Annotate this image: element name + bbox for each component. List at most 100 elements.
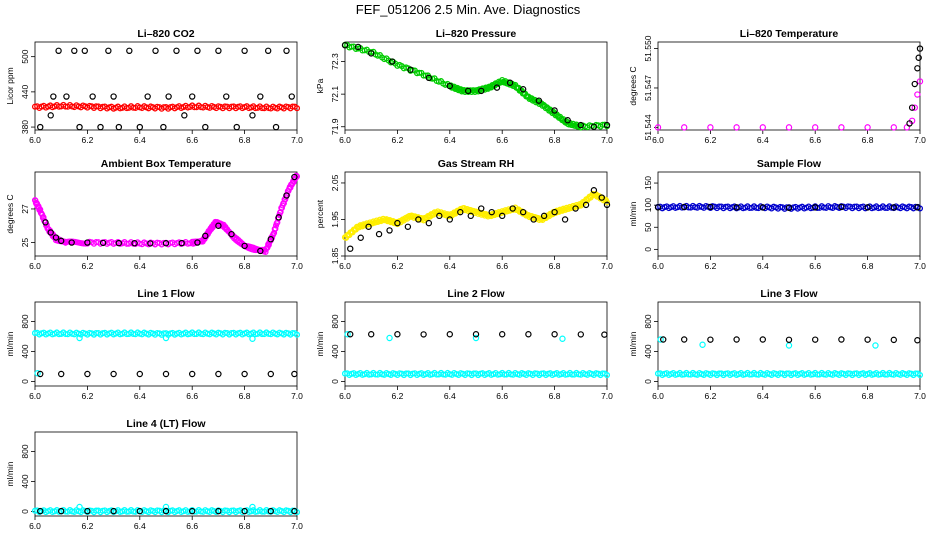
x-tick-label: 6.8 [549, 391, 561, 401]
data-point [916, 371, 924, 379]
data-point [291, 370, 298, 378]
y-tick-label: 72.1 [330, 86, 340, 103]
x-tick-label: 6.2 [391, 391, 403, 401]
plot-frame [657, 301, 921, 387]
data-point [551, 208, 558, 216]
data-point [890, 124, 898, 131]
series-line1-2 [37, 370, 298, 378]
data-point [63, 93, 70, 100]
data-point [71, 47, 78, 55]
data-point [272, 225, 279, 232]
x-tick-label: 6.4 [757, 391, 769, 401]
data-point [707, 203, 714, 211]
data-point [215, 507, 222, 515]
data-point [188, 370, 196, 378]
x-tick-label: 7.0 [291, 391, 303, 401]
data-point [291, 507, 298, 515]
panel-title: Gas Stream RH [438, 158, 514, 170]
x-tick-label: 6.4 [444, 135, 456, 145]
data-point [812, 124, 819, 131]
panel-ambient: Ambient Box Temperature 6.0 6.2 6.4 6.6 6.8 7.… [5, 158, 303, 271]
data-point [464, 87, 472, 95]
data-point [275, 214, 282, 221]
data-point [564, 117, 571, 124]
y-axis-label: ml/min [628, 331, 638, 356]
y-axis-label: degrees C [5, 194, 15, 233]
data-point [347, 245, 354, 252]
data-point [58, 507, 65, 515]
data-point [416, 69, 423, 76]
x-tick-label: 6.6 [186, 261, 198, 271]
y-tick-label: 2.05 [330, 174, 340, 191]
data-point [733, 336, 740, 343]
data-point [136, 370, 143, 378]
y-tick-label: 0 [330, 379, 340, 384]
data-point [181, 112, 188, 119]
data-point [215, 370, 222, 378]
y-tick-label: 400 [20, 344, 30, 358]
y-tick-label: 800 [20, 314, 30, 328]
y-tick-label: 1.95 [330, 211, 340, 228]
data-point [131, 240, 138, 247]
x-tick-label: 6.2 [704, 261, 716, 271]
data-point [105, 47, 112, 55]
panel-title: Line 4 (LT) Flow [126, 418, 206, 430]
plot-frame [344, 171, 608, 257]
data-point [162, 507, 170, 515]
y-axis-label: Licor ppm [5, 67, 15, 104]
data-point [657, 336, 664, 343]
data-point [472, 334, 480, 342]
y-tick-label: 800 [643, 314, 653, 328]
data-point [916, 45, 924, 52]
panel-title: Line 2 Flow [447, 288, 505, 300]
data-point [386, 334, 393, 342]
x-tick-label: 6.2 [704, 135, 716, 145]
series-line2-0 [341, 369, 611, 379]
data-point [540, 212, 548, 220]
plot-frame [34, 301, 298, 387]
y-tick-label: 400 [330, 344, 340, 358]
x-tick-label: 6.0 [652, 261, 664, 271]
data-point [126, 47, 133, 55]
x-tick-label: 7.0 [914, 391, 926, 401]
data-point [467, 212, 474, 220]
data-point [446, 331, 453, 338]
data-point [582, 201, 590, 209]
data-point [488, 208, 495, 216]
data-point [215, 47, 222, 55]
data-point [603, 199, 611, 206]
data-point [99, 239, 107, 247]
data-point [293, 331, 301, 338]
data-point [37, 370, 44, 378]
x-tick-label: 6.2 [81, 261, 93, 271]
data-point [915, 54, 922, 61]
panel-sample: Sample Flow 6.0 6.2 6.4 6.6 6.8 7.0 0 50 100 150 ml… [628, 158, 926, 271]
x-tick-label: 6.4 [134, 261, 146, 271]
data-point [654, 124, 662, 131]
data-point [223, 93, 230, 100]
x-tick-label: 6.8 [549, 135, 561, 145]
data-point [47, 229, 54, 236]
series-sample-0 [654, 202, 924, 212]
x-tick-label: 6.0 [29, 261, 41, 271]
x-tick-label: 7.0 [914, 261, 926, 271]
data-point [162, 240, 170, 247]
y-tick-label: 27 [20, 204, 30, 214]
x-tick-label: 6.6 [809, 391, 821, 401]
data-point [188, 507, 196, 515]
y-tick-label: 50 [643, 222, 653, 232]
data-point [344, 331, 351, 338]
y-tick-label: 800 [20, 444, 30, 458]
data-point [472, 331, 480, 338]
data-point [446, 216, 453, 223]
x-tick-label: 6.8 [862, 135, 874, 145]
x-tick-label: 6.6 [186, 135, 198, 145]
x-tick-label: 6.8 [239, 521, 251, 531]
data-point [293, 105, 301, 112]
data-point [188, 93, 196, 100]
panel-title: Li–820 CO2 [137, 28, 194, 40]
data-point [499, 331, 506, 338]
data-point [280, 200, 287, 207]
data-point [890, 204, 898, 211]
data-point [864, 124, 871, 131]
